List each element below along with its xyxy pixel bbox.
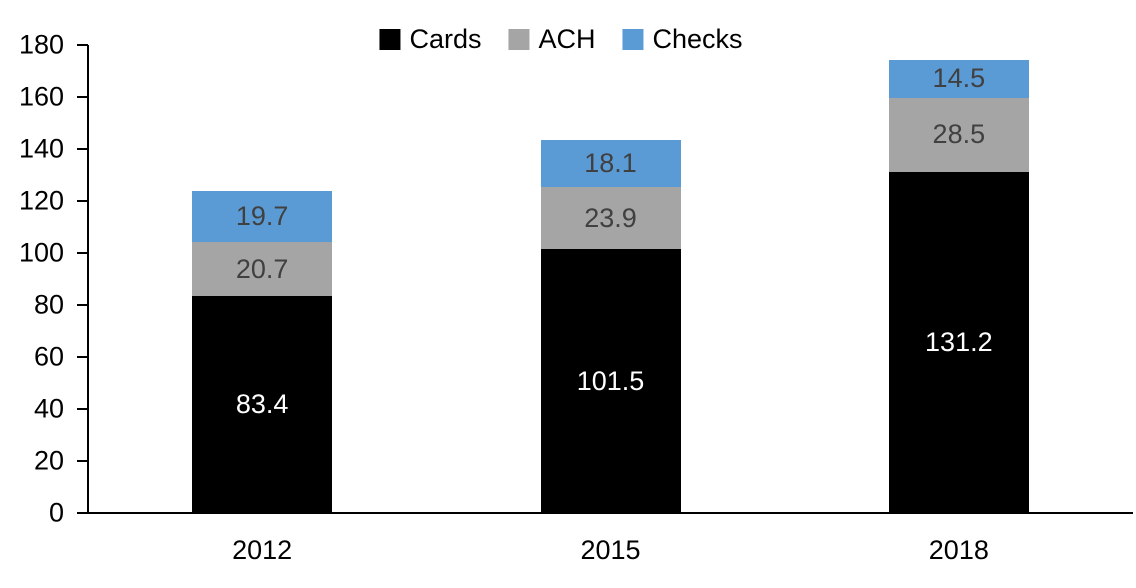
y-tick-label: 60 xyxy=(33,341,64,372)
bar-value-label: 131.2 xyxy=(925,326,993,357)
y-tick-label: 40 xyxy=(33,393,64,424)
y-tick-mark xyxy=(77,460,88,462)
x-axis-label-2015: 2015 xyxy=(580,535,641,565)
x-axis-line xyxy=(77,512,1133,514)
legend-item-checks: Checks xyxy=(622,24,743,55)
bar-value-label: 28.5 xyxy=(932,119,986,150)
bar-segment-ach-2015: 23.9 xyxy=(540,186,681,250)
bar-value-label: 101.5 xyxy=(576,365,645,396)
legend-swatch-icon xyxy=(508,29,530,50)
y-tick-mark xyxy=(77,512,88,514)
bar-segment-cards-2018: 131.2 xyxy=(888,171,1029,513)
legend-item-cards: Cards xyxy=(379,24,481,55)
y-tick-mark xyxy=(77,252,88,254)
x-axis-label-2012: 2012 xyxy=(232,535,293,565)
y-tick-mark xyxy=(77,408,88,410)
y-axis-line xyxy=(87,45,89,513)
legend-label: ACH xyxy=(538,24,596,54)
bar-value-label: 14.5 xyxy=(932,63,986,94)
y-tick-mark xyxy=(77,356,88,358)
y-tick-mark xyxy=(77,304,88,306)
legend-label: Cards xyxy=(409,24,482,54)
y-tick-label: 100 xyxy=(18,237,64,268)
x-axis-label-2018: 2018 xyxy=(928,535,989,565)
y-tick-label: 160 xyxy=(18,81,64,112)
bar-segment-checks-2018: 14.5 xyxy=(888,60,1029,98)
y-tick-mark xyxy=(77,148,88,150)
bar-segment-checks-2015: 18.1 xyxy=(540,139,681,187)
y-tick-label: 140 xyxy=(18,133,64,164)
bar-segment-checks-2012: 19.7 xyxy=(192,191,333,243)
legend-label: Checks xyxy=(652,24,743,54)
y-tick-label: 180 xyxy=(18,29,64,60)
y-tick-mark xyxy=(77,96,88,98)
y-tick-label: 0 xyxy=(48,497,64,528)
y-tick-label: 120 xyxy=(18,185,64,216)
bar-value-label: 19.7 xyxy=(235,201,289,232)
bar-value-label: 83.4 xyxy=(235,389,289,420)
legend-item-ach: ACH xyxy=(508,24,596,55)
bar-segment-ach-2012: 20.7 xyxy=(192,242,333,297)
legend-swatch-icon xyxy=(379,29,401,50)
bar-segment-cards-2015: 101.5 xyxy=(540,249,681,513)
bar-value-label: 23.9 xyxy=(584,202,637,233)
y-tick-mark xyxy=(77,200,88,202)
y-tick-label: 80 xyxy=(33,289,64,320)
chart-legend: Cards ACH Checks xyxy=(379,24,743,55)
y-tick-label: 20 xyxy=(33,445,64,476)
legend-swatch-icon xyxy=(622,29,644,50)
bar-segment-ach-2018: 28.5 xyxy=(888,97,1029,172)
bar-value-label: 20.7 xyxy=(235,253,289,284)
bar-segment-cards-2012: 83.4 xyxy=(192,296,333,513)
bar-value-label: 18.1 xyxy=(584,147,637,178)
y-tick-mark xyxy=(77,44,88,46)
